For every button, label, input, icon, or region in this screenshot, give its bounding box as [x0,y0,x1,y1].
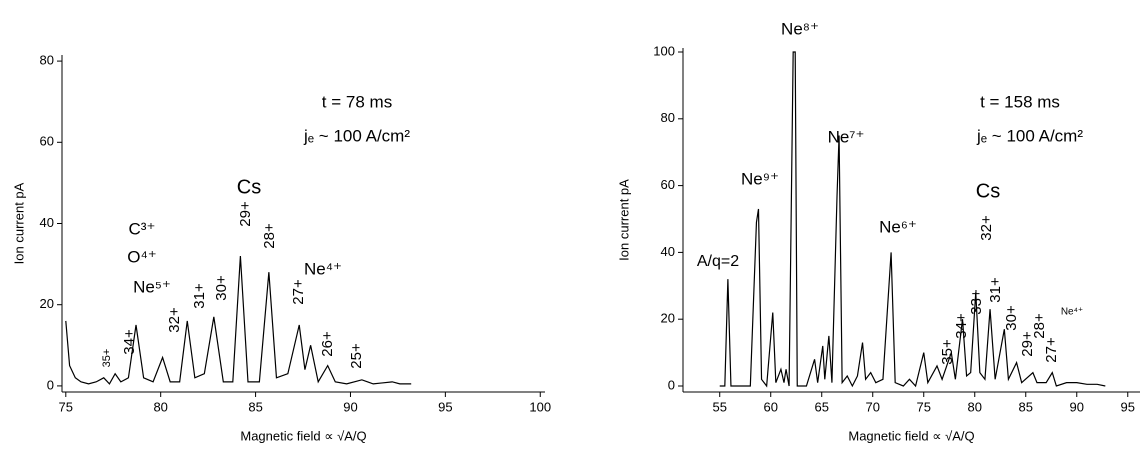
x-tick-label: 95 [438,399,452,414]
x-tick-label: 95 [1121,399,1135,414]
x-tick-label: 80 [153,399,167,414]
annotation: t = 158 ms [980,92,1060,111]
x-tick-label: 75 [917,399,931,414]
annotation: 26+ [319,331,336,357]
y-tick-label: 40 [661,244,675,259]
y-tick-label: 60 [661,177,675,192]
x-tick-label: 100 [529,399,551,414]
annotation: Ne⁴⁺ [304,259,342,278]
annotation: O⁴⁺ [127,247,157,266]
annotation: jₑ ~ 100 A/cm² [976,126,1083,145]
annotation: Ne⁵⁺ [133,277,171,296]
x-tick-label: 80 [968,399,982,414]
annotation: Cs [237,176,261,198]
x-tick-label: 75 [59,399,73,414]
x-tick-label: 70 [866,399,880,414]
annotation: 30+ [213,275,230,301]
x-tick-label: 90 [343,399,357,414]
y-tick-label: 20 [661,311,675,326]
y-tick-label: 80 [661,110,675,125]
annotation: Cs [976,180,1000,202]
annotation: A/q=2 [697,253,739,270]
annotation: 27+ [290,279,307,305]
annotation: 32+ [978,215,995,241]
x-tick-label: 90 [1070,399,1084,414]
y-tick-label: 20 [40,296,54,311]
y-tick-label: 0 [668,377,675,392]
annotation: 33+ [968,289,985,315]
y-tick-label: 100 [653,43,675,58]
annotation: 29+ [237,201,254,227]
annotation: Ne⁴⁺ [1061,307,1083,318]
y-axis-label: Ion current pA [11,182,26,264]
x-tick-label: 85 [248,399,262,414]
annotation: 32+ [166,307,183,333]
x-tick-label: 85 [1019,399,1033,414]
annotation: 34+ [953,313,970,339]
annotation: Ne⁷⁺ [828,127,865,146]
annotation: 28+ [261,223,278,249]
annotation: 28+ [1031,313,1048,339]
annotation: Ne⁹⁺ [741,169,779,188]
annotation: 35+ [101,349,113,368]
annotation: 34+ [121,329,138,355]
annotation: t = 78 ms [322,92,392,111]
annotation: 35+ [939,339,956,365]
x-axis-label: Magnetic field ∝ √A/Q [848,428,974,443]
y-tick-label: 80 [40,53,54,68]
annotation: 25+ [348,343,365,369]
spectrum-line [719,51,1106,388]
x-tick-label: 55 [712,399,726,414]
annotation: 31+ [191,283,208,309]
annotation: Ne⁶⁺ [879,217,917,236]
annotation: C³⁺ [129,219,156,238]
spectrum-line [65,255,412,385]
x-axis-label: Magnetic field ∝ √A/Q [240,428,366,443]
annotation: 30+ [1003,305,1020,331]
y-axis-label: Ion current pA [616,179,631,261]
annotation: Ne⁸⁺ [781,19,819,38]
annotation: 31+ [987,277,1004,303]
y-tick-label: 0 [47,377,54,392]
x-tick-label: 60 [763,399,777,414]
y-tick-label: 60 [40,134,54,149]
x-tick-label: 65 [814,399,828,414]
annotation: jₑ ~ 100 A/cm² [303,126,410,145]
annotation: 27+ [1043,337,1060,363]
annotation: 29+ [1019,331,1036,357]
y-tick-label: 40 [40,215,54,230]
